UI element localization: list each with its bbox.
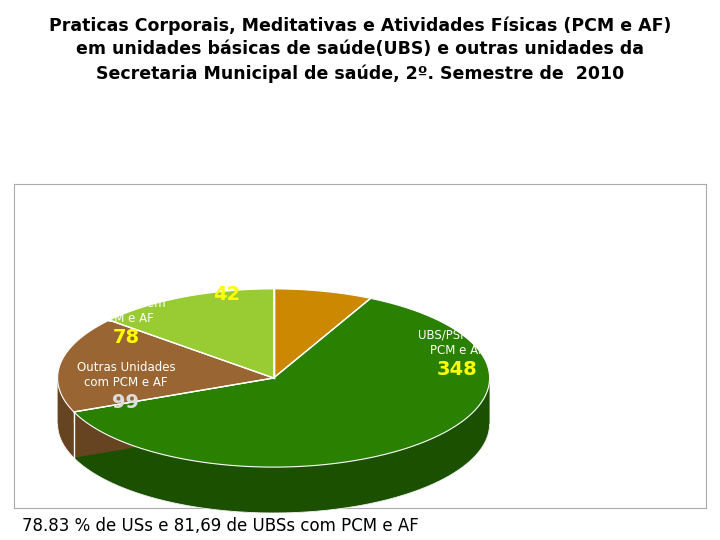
Text: 78.83 % de USs e 81,69 de UBSs com PCM e AF: 78.83 % de USs e 81,69 de UBSs com PCM e… [22, 517, 418, 535]
Text: UBS/PSF Sem
PCM e AF: UBS/PSF Sem PCM e AF [86, 296, 166, 325]
Text: Praticas Corporais, Meditativas e Atividades Físicas (PCM e AF)
em unidades bási: Praticas Corporais, Meditativas e Ativid… [49, 16, 671, 83]
Text: 42: 42 [213, 285, 240, 304]
Text: 78: 78 [112, 328, 140, 347]
Text: 348: 348 [437, 360, 477, 380]
Text: 99: 99 [112, 393, 140, 412]
Text: Outras Unidades
Sem PCM e AF: Outras Unidades Sem PCM e AF [178, 259, 276, 287]
Text: UBS/PSF com
PCM e AF: UBS/PSF com PCM e AF [418, 329, 496, 357]
Text: Outras Unidades
com PCM e AF: Outras Unidades com PCM e AF [77, 361, 175, 389]
